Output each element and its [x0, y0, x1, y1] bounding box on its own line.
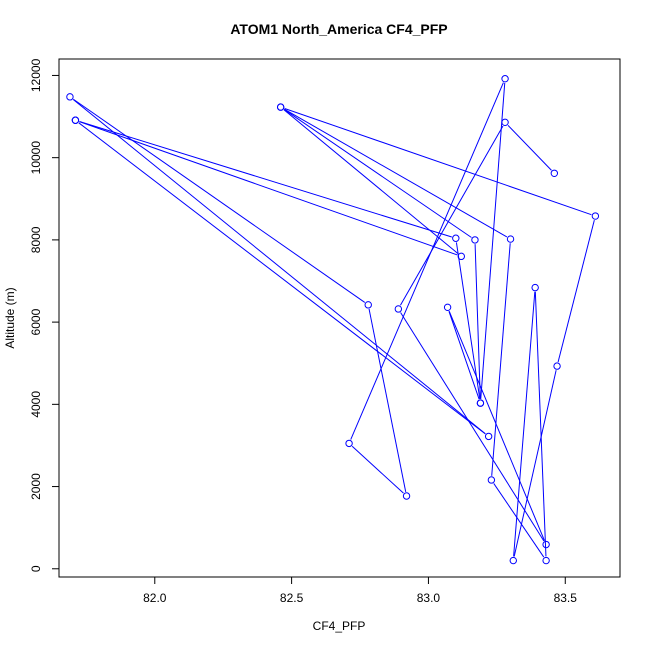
series-line-segment	[284, 108, 592, 216]
series-line-segment	[73, 98, 366, 303]
y-tick-label: 8000	[29, 226, 43, 253]
data-point	[553, 362, 561, 370]
data-point	[364, 301, 372, 309]
series-line-segment	[493, 483, 545, 558]
x-axis: 82.0 82.5 83.0 83.5	[143, 576, 578, 605]
y-tick-label: 2000	[29, 473, 43, 500]
data-point	[591, 212, 600, 220]
y-tick-label: 0	[29, 565, 43, 572]
series-lines	[72, 82, 595, 558]
series-line-segment	[400, 312, 545, 542]
series-line-segment	[534, 291, 547, 557]
series-points	[66, 75, 600, 565]
series-line-segment	[284, 108, 508, 238]
y-tick-label: 12000	[29, 58, 43, 92]
series-line-segment	[350, 82, 504, 440]
y-tick-label: 6000	[29, 308, 43, 335]
series-line-segment	[474, 244, 481, 399]
data-point	[394, 305, 403, 313]
series-line-segment	[351, 445, 404, 494]
data-point	[506, 235, 515, 243]
data-point	[484, 432, 493, 441]
series-line-segment	[72, 99, 486, 435]
series-line-segment	[557, 219, 595, 363]
series-line-segment	[368, 308, 407, 492]
data-point	[345, 439, 353, 448]
data-point	[452, 234, 460, 242]
series-line-segment	[78, 122, 486, 435]
data-point	[471, 236, 479, 244]
data-point	[509, 556, 517, 565]
series-line-segment	[399, 125, 504, 306]
series-line-segment	[507, 124, 552, 171]
data-point	[550, 169, 559, 177]
y-tick-label: 10000	[29, 141, 43, 175]
data-point	[476, 399, 485, 407]
series-line-segment	[513, 291, 536, 557]
data-point	[66, 93, 74, 101]
y-tick-label: 4000	[29, 391, 43, 418]
data-point	[501, 75, 509, 83]
series-line-segment	[455, 242, 481, 400]
data-point	[71, 116, 80, 124]
data-point	[501, 118, 509, 127]
data-point	[531, 283, 539, 292]
series-line-segment	[448, 310, 545, 541]
series-line-segment	[480, 82, 506, 399]
data-point	[542, 556, 550, 565]
series-line-segment	[79, 121, 452, 238]
series-line-segment	[448, 311, 480, 400]
data-point	[402, 492, 411, 500]
data-point	[457, 252, 465, 261]
chart-title: ATOM1 North_America CF4_PFP	[230, 21, 447, 37]
x-tick-label: 83.5	[554, 591, 578, 605]
series-line-segment	[79, 121, 458, 256]
series-line-segment	[491, 243, 511, 476]
data-point	[443, 303, 452, 312]
y-axis: 0 2000 4000 6000 8000 10000 12000	[29, 58, 60, 572]
data-point	[542, 540, 550, 549]
x-axis-label: CF4_PFP	[313, 619, 366, 633]
series-line-segment	[513, 370, 557, 557]
series-line-segment	[283, 109, 472, 238]
y-axis-label: Altitude (m)	[3, 287, 17, 348]
x-tick-label: 82.0	[143, 591, 167, 605]
x-tick-label: 82.5	[280, 591, 304, 605]
data-point	[487, 476, 496, 484]
x-tick-label: 83.0	[417, 591, 441, 605]
data-point	[276, 103, 285, 111]
